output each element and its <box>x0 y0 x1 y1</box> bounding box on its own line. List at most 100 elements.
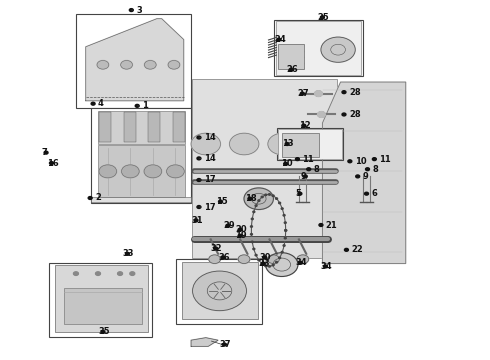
Text: 28: 28 <box>349 110 361 119</box>
Circle shape <box>272 195 274 197</box>
Bar <box>64 288 142 324</box>
Text: 17: 17 <box>204 202 216 211</box>
Text: 19: 19 <box>235 231 247 240</box>
Circle shape <box>145 60 156 69</box>
Circle shape <box>253 211 255 212</box>
Text: 22: 22 <box>351 246 363 254</box>
Circle shape <box>366 168 369 171</box>
Circle shape <box>272 264 274 266</box>
Circle shape <box>261 262 265 265</box>
Bar <box>182 262 258 319</box>
Circle shape <box>238 234 242 237</box>
Circle shape <box>275 261 277 263</box>
Text: 32: 32 <box>211 244 222 253</box>
Circle shape <box>125 252 129 255</box>
Bar <box>148 112 160 142</box>
Text: 17: 17 <box>204 175 216 184</box>
Text: 11: 11 <box>379 154 391 163</box>
Circle shape <box>295 158 299 161</box>
Text: 4: 4 <box>98 99 104 108</box>
Text: 34: 34 <box>295 258 307 267</box>
Circle shape <box>226 224 230 227</box>
Circle shape <box>255 255 257 256</box>
Text: 14: 14 <box>204 154 216 163</box>
Circle shape <box>255 205 257 206</box>
Text: 2: 2 <box>95 194 101 202</box>
Bar <box>278 44 304 69</box>
Circle shape <box>253 248 255 250</box>
Circle shape <box>279 257 281 258</box>
Text: 15: 15 <box>216 197 227 206</box>
Circle shape <box>118 272 122 275</box>
Circle shape <box>348 160 352 163</box>
Circle shape <box>284 162 288 165</box>
Bar <box>274 20 363 76</box>
Bar <box>98 145 185 197</box>
Circle shape <box>320 16 324 19</box>
Circle shape <box>344 248 348 251</box>
Bar <box>192 79 337 258</box>
Circle shape <box>91 102 95 105</box>
Circle shape <box>306 133 336 155</box>
Circle shape <box>321 37 355 62</box>
Text: 29: 29 <box>223 221 235 230</box>
Text: 3: 3 <box>136 5 142 14</box>
Text: 33: 33 <box>122 249 134 258</box>
Text: 24: 24 <box>274 35 286 44</box>
Circle shape <box>298 261 302 264</box>
Circle shape <box>121 60 132 69</box>
Text: 26: 26 <box>286 65 298 74</box>
Circle shape <box>49 162 53 165</box>
Circle shape <box>268 255 279 264</box>
Text: 16: 16 <box>47 158 58 167</box>
Bar <box>91 197 191 202</box>
Circle shape <box>302 124 306 127</box>
Text: 11: 11 <box>302 154 314 163</box>
Circle shape <box>365 192 368 195</box>
Circle shape <box>209 255 221 264</box>
Text: 8: 8 <box>372 165 378 174</box>
FancyArrowPatch shape <box>211 341 222 345</box>
Circle shape <box>222 343 226 346</box>
Circle shape <box>122 165 139 178</box>
Text: 20: 20 <box>235 225 247 234</box>
Text: 31: 31 <box>191 216 203 225</box>
Circle shape <box>251 218 253 220</box>
Text: 13: 13 <box>282 139 294 148</box>
Text: 21: 21 <box>326 220 338 230</box>
Bar <box>76 14 191 108</box>
Circle shape <box>88 197 92 199</box>
Circle shape <box>283 245 285 246</box>
Text: 7: 7 <box>41 148 47 157</box>
Text: 23: 23 <box>258 259 270 268</box>
Circle shape <box>342 113 346 116</box>
Circle shape <box>265 265 267 267</box>
Circle shape <box>275 198 277 199</box>
Circle shape <box>238 255 250 264</box>
Circle shape <box>285 143 289 145</box>
Bar <box>277 128 343 160</box>
Circle shape <box>307 168 311 171</box>
Circle shape <box>283 215 285 216</box>
Circle shape <box>284 222 286 224</box>
Text: 9: 9 <box>300 172 306 181</box>
Circle shape <box>96 272 100 275</box>
Circle shape <box>279 202 281 204</box>
Text: 37: 37 <box>220 340 231 349</box>
Circle shape <box>167 165 184 178</box>
Text: 18: 18 <box>245 194 257 203</box>
Circle shape <box>193 271 246 311</box>
Circle shape <box>99 165 117 178</box>
Circle shape <box>319 224 323 226</box>
Circle shape <box>197 206 201 208</box>
Bar <box>49 263 152 337</box>
Circle shape <box>323 265 327 268</box>
Circle shape <box>144 165 162 178</box>
Circle shape <box>266 253 298 276</box>
Bar <box>55 265 148 332</box>
Circle shape <box>284 237 286 239</box>
Polygon shape <box>191 338 218 346</box>
Text: 36: 36 <box>218 253 230 262</box>
Circle shape <box>298 192 302 195</box>
Bar <box>173 112 185 142</box>
